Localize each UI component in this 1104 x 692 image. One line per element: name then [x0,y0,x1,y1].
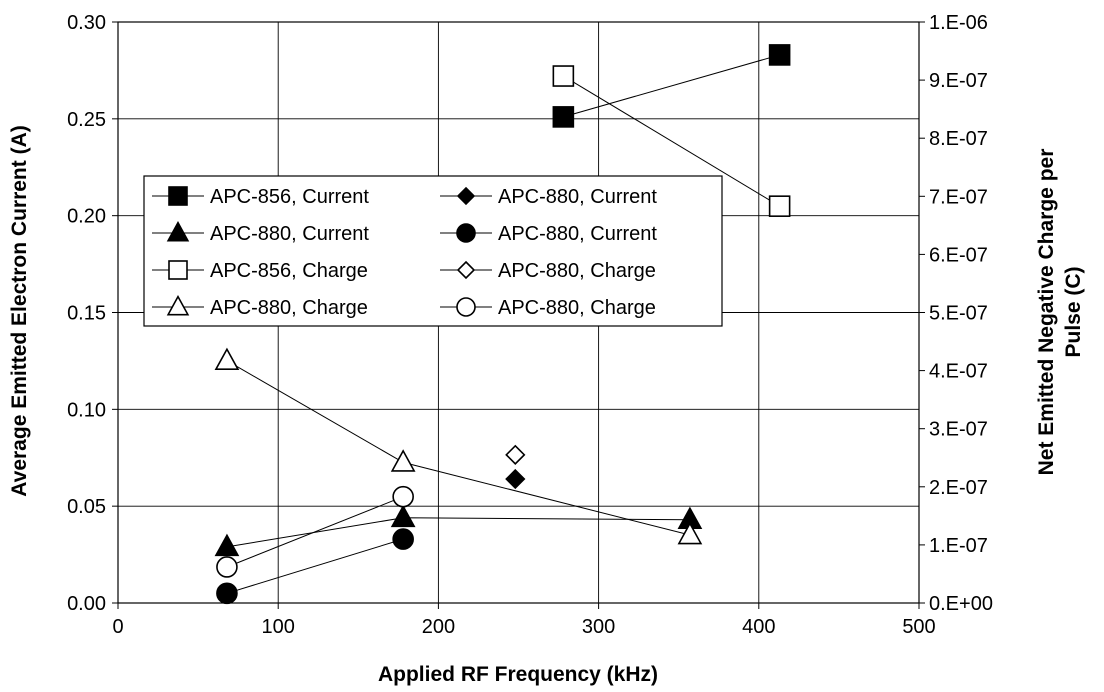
series-4 [552,65,791,217]
legend-item: APC-856, Charge [152,260,368,282]
legend-item: APC-880, Current [440,223,657,245]
x-axis-title: Applied RF Frequency (kHz) [378,663,658,686]
data-point [768,195,791,217]
x-tick-label: 400 [742,616,775,638]
legend-label: APC-880, Current [210,223,369,245]
data-point [216,582,238,605]
legend-marker [456,186,476,206]
legend-marker [456,223,476,243]
y-tick-label: 0.25 [67,109,106,131]
y2-tick-label: 1.E-06 [929,12,988,34]
data-point [214,347,240,371]
data-point [505,444,526,465]
legend-label: APC-880, Charge [498,297,656,319]
legend-marker [168,186,188,206]
series-7 [216,485,414,578]
x-tick-label: 100 [262,616,295,638]
series-5 [505,444,526,465]
y-tick-label: 0.10 [67,399,106,421]
data-point [392,485,414,508]
series-layer [214,44,791,605]
series-0 [552,44,791,128]
data-point [390,504,416,528]
legend-label: APC-880, Current [498,223,657,245]
legend-item: APC-880, Charge [440,297,656,319]
y-axis-ticks: 0.00 0.05 0.10 0.15 0.20 0.25 0.30 [67,12,118,615]
data-point [505,468,526,490]
x-tick-label: 0 [112,616,123,638]
x-tick-label: 200 [422,616,455,638]
x-tick-label: 500 [902,616,935,638]
y2-tick-label: 0.E+00 [929,593,993,615]
y-tick-label: 0.05 [67,496,106,518]
legend-label: APC-856, Charge [210,260,368,282]
legend-label: APC-856, Current [210,186,369,208]
y2-tick-label: 7.E-07 [929,186,988,208]
series-6 [214,347,703,545]
y2-tick-label: 4.E-07 [929,361,988,383]
legend-item: APC-880, Current [440,186,657,208]
data-point [392,528,414,550]
data-point [390,449,416,472]
series-line [563,54,780,118]
legend-box [143,175,723,327]
y-tick-label: 0.30 [67,12,106,34]
legend-item: APC-880, Current [152,220,369,245]
series-3 [216,528,414,605]
data-point [768,44,791,66]
series-line [226,360,691,536]
y2-tick-label: 8.E-07 [929,128,988,150]
data-point [214,533,240,557]
legend-label: APC-880, Current [498,186,657,208]
plot-area-border [117,21,920,604]
legend-marker [456,297,476,317]
y2-tick-label: 5.E-07 [929,303,988,325]
y2-axis-ticks: 0.E+00 1.E-07 2.E-07 3.E-07 4.E-07 5.E-07 6.E-… [919,12,993,615]
y2-axis-title-line1: Net Emitted Negative Charge per [1035,149,1058,476]
y-tick-label: 0.15 [67,303,106,325]
series-line [563,75,780,207]
data-point [552,106,575,128]
series-line [226,517,690,548]
y2-tick-label: 1.E-07 [929,535,988,557]
legend-item: APC-856, Current [152,186,369,208]
y-tick-label: 0.00 [67,593,106,615]
x-axis-ticks: 0 100 200 300 400 500 [112,603,936,638]
series-1 [505,468,526,490]
legend-label: APC-880, Charge [498,260,656,282]
legend-marker [456,260,476,280]
legend-label: APC-880, Charge [210,297,368,319]
y2-tick-label: 2.E-07 [929,477,988,499]
y2-axis-title-line2: Pulse (C) [1062,266,1085,357]
series-line [226,538,404,594]
x-tick-label: 300 [582,616,615,638]
y2-tick-label: 3.E-07 [929,419,988,441]
data-point [552,65,575,87]
legend-marker [166,220,190,242]
legend: APC-856, Current APC-880, Current APC-880,… [143,175,723,327]
y-tick-label: 0.20 [67,206,106,228]
series-2 [214,504,703,557]
y2-tick-label: 6.E-07 [929,244,988,266]
legend-marker [166,294,190,316]
legend-item: APC-880, Charge [440,260,656,282]
legend-marker [168,260,188,280]
y-axis-title: Average Emitted Electron Current (A) [8,125,31,496]
data-point [216,556,238,578]
legend-item: APC-880, Charge [152,294,368,319]
data-point [677,521,703,545]
series-line [226,496,404,568]
y2-tick-label: 9.E-07 [929,70,988,92]
